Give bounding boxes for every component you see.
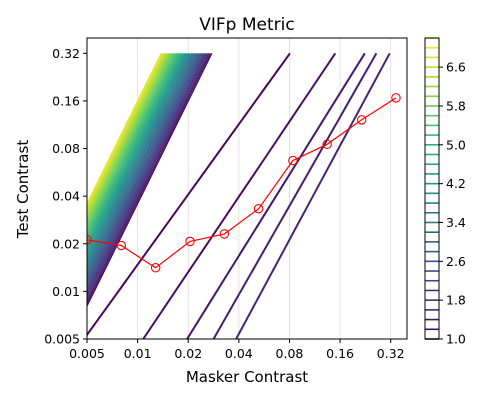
- colorbar-tick-label: 5.8: [446, 98, 466, 113]
- series-point: [253, 204, 264, 214]
- series-point: [150, 263, 161, 273]
- y-tick-label: 0.32: [52, 46, 80, 61]
- colorbar-tick-label: 1.0: [446, 332, 466, 347]
- y-tick-label: 0.005: [44, 332, 80, 347]
- contour-line: [87, 53, 180, 241]
- colorbar-tick-label: 2.6: [446, 254, 466, 269]
- plot-frame: [86, 37, 408, 340]
- contour-line: [87, 53, 172, 226]
- contour-line: [87, 53, 177, 235]
- x-tick-label: 0.08: [276, 346, 304, 361]
- contour-line: [87, 53, 171, 223]
- contour-line: [87, 53, 188, 258]
- x-tick-label: 0.32: [377, 346, 405, 361]
- contour-line: [87, 53, 206, 293]
- contour-line: [87, 53, 165, 211]
- contour-line: [87, 53, 201, 285]
- x-tick-label: 0.01: [124, 346, 152, 361]
- colorbar-tick-label: 1.8: [446, 293, 466, 308]
- series-point: [356, 115, 367, 125]
- contour-line: [87, 53, 204, 290]
- contour-line: [235, 52, 391, 339]
- contour-line: [87, 53, 211, 305]
- contour-line: [87, 53, 167, 214]
- contour-line: [87, 53, 162, 206]
- y-tick-label: 0.04: [52, 189, 80, 204]
- contour-line: [87, 53, 194, 270]
- series-point: [219, 229, 230, 239]
- contour-line: [87, 53, 178, 238]
- contour-line: [87, 53, 184, 249]
- x-tick-label: 0.16: [326, 346, 354, 361]
- chart-title: VIFp Metric: [199, 15, 294, 35]
- contour-line: [87, 53, 187, 255]
- x-tick-label: 0.005: [69, 346, 105, 361]
- y-tick-label: 0.08: [52, 141, 80, 156]
- colorbar-tick-label: 5.0: [446, 137, 466, 152]
- colorbar-tick-label: 6.6: [446, 60, 466, 75]
- x-tick-label: 0.02: [174, 346, 202, 361]
- contour-line: [87, 53, 207, 296]
- y-tick-label: 0.02: [52, 236, 80, 251]
- contour-line: [87, 53, 203, 288]
- contour-line: [87, 53, 209, 299]
- series-point: [116, 240, 127, 251]
- x-axis-label: Masker Contrast: [186, 368, 308, 386]
- contour-line: [87, 53, 200, 282]
- contour-line: [87, 53, 168, 217]
- contour-line: [87, 53, 183, 247]
- contour-line: [87, 53, 169, 220]
- contour-line: [142, 52, 337, 339]
- contour-line: [87, 53, 213, 308]
- x-axis: 0.005 0.01 0.02 0.04 0.08 0.16 0.32: [69, 339, 405, 361]
- colorbar: 1.0 1.8 2.6 3.4 4.2 5.0 5.8 6.6: [424, 37, 466, 347]
- y-tick-label: 0.01: [52, 284, 80, 299]
- contour-line: [87, 53, 197, 276]
- y-tick-label: 0.16: [52, 93, 80, 108]
- colorbar-frame: [424, 37, 440, 340]
- contour-line: [212, 52, 378, 339]
- contour-line: [87, 53, 174, 229]
- contour-line: [87, 53, 190, 261]
- contour-line: [87, 53, 175, 232]
- series-point: [185, 236, 195, 247]
- contour-line: [87, 52, 291, 337]
- contour-line: [87, 53, 191, 264]
- y-axis: 0.005 0.01 0.02 0.04 0.08 0.16 0.32: [44, 46, 87, 347]
- colorbar-tick-label: 4.2: [446, 176, 466, 191]
- contour-line: [186, 52, 366, 339]
- series-line: [87, 97, 397, 269]
- series-point: [322, 139, 332, 150]
- y-axis-label: Test Contrast: [14, 140, 32, 240]
- contour-line: [87, 53, 185, 252]
- contour-line: [87, 53, 181, 244]
- series-point: [288, 155, 298, 166]
- series-point: [391, 93, 401, 103]
- colorbar-tick-label: 3.4: [446, 215, 466, 230]
- contour-line: [87, 53, 198, 279]
- contour-line: [87, 53, 164, 209]
- x-tick-label: 0.04: [225, 346, 253, 361]
- contour-line: [87, 53, 196, 273]
- contour-line: [87, 53, 193, 267]
- data-series: [87, 93, 401, 273]
- contour-line: [87, 53, 210, 302]
- contour-lines: [87, 52, 391, 339]
